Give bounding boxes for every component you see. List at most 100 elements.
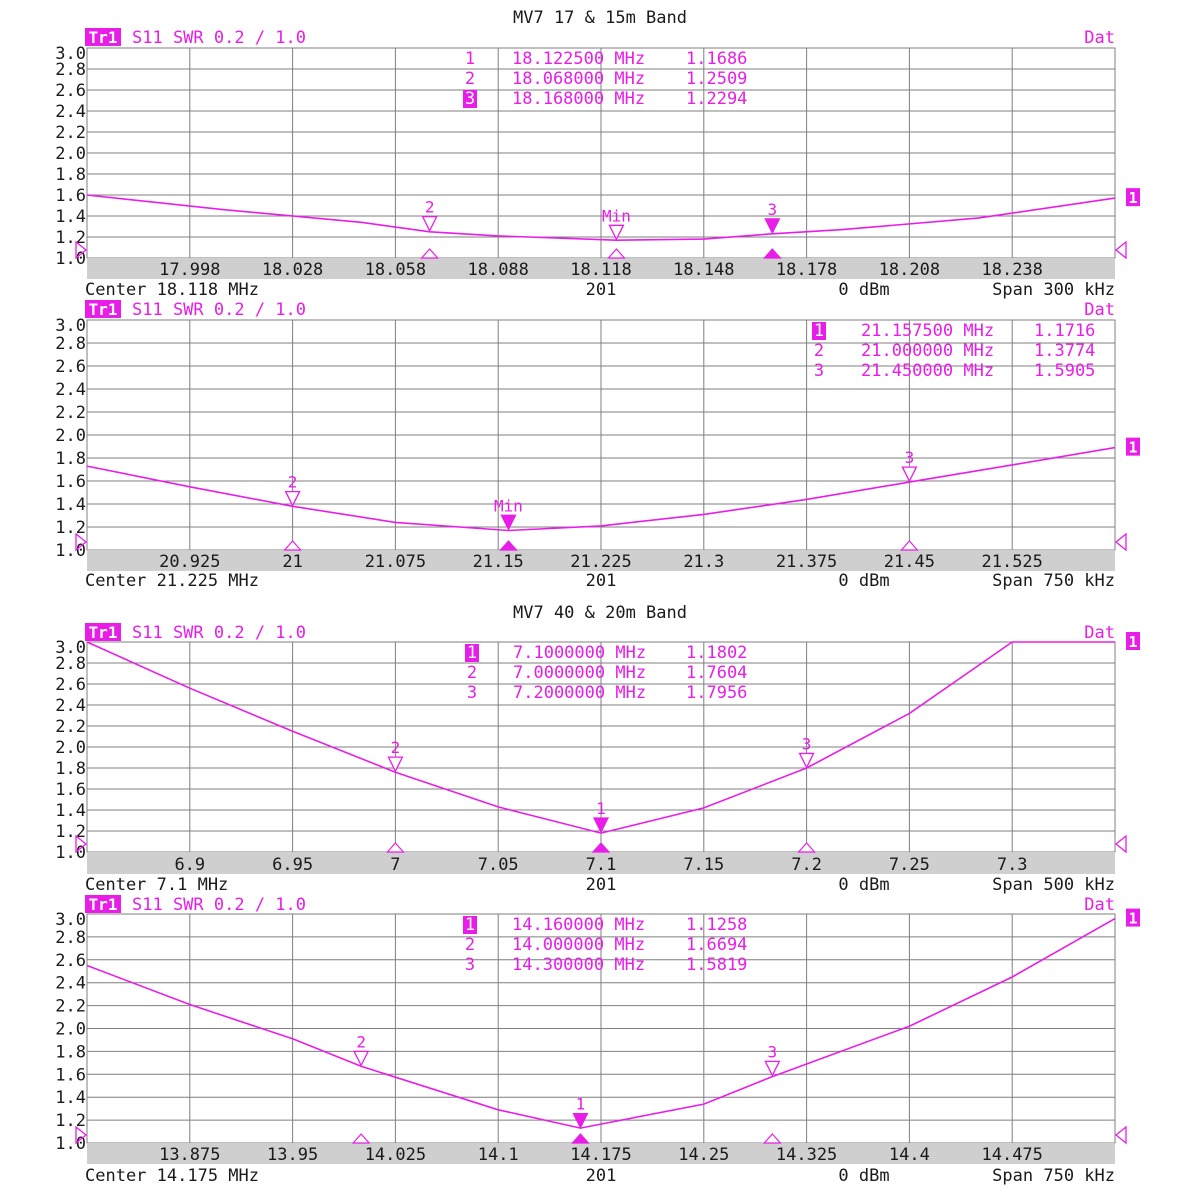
marker-table-frequency: 14.300000 MHz: [512, 955, 645, 975]
y-tick-label: 2.0: [55, 144, 86, 164]
x-axis-band: [87, 258, 1115, 279]
y-tick-label: 1.0: [55, 249, 86, 269]
y-tick-label: 2.0: [55, 1020, 86, 1040]
trace-label: Tr1: [89, 28, 118, 47]
marker-table-frequency: 21.157500 MHz: [861, 321, 994, 341]
marker-label: 1: [576, 1095, 586, 1114]
swr-panel: MV7 17 & 15m Band Tr1 S11 SWR 0.2 / 1.0 Dat…: [55, 8, 1140, 300]
ref-left-arrow: [75, 532, 88, 552]
marker-table-id: 1: [465, 915, 475, 935]
x-tick-label: 13.875: [159, 1145, 220, 1165]
marker-table-frequency: 14.000000 MHz: [512, 935, 645, 955]
footer-points: 201: [586, 280, 617, 300]
x-tick-label: 21.45: [884, 552, 935, 572]
x-axis-band: [87, 550, 1115, 571]
y-tick-label: 1.8: [55, 449, 86, 469]
marker-axis-triangle: [762, 248, 782, 259]
marker-label: 2: [288, 473, 298, 492]
y-tick-label: 2.6: [55, 951, 86, 971]
footer-center: Center 18.118 MHz: [85, 280, 259, 300]
ref-level-badge: [1126, 188, 1140, 207]
marker-table-swr: 1.7604: [686, 663, 747, 683]
footer-power: 0 dBm: [838, 875, 889, 895]
marker-label: 1: [596, 799, 606, 818]
y-tick-label: 1.0: [55, 1134, 86, 1154]
ref-level-badge: [1126, 632, 1140, 650]
y-tick-label: 3.0: [55, 316, 86, 336]
trace-badge: [85, 28, 121, 46]
x-tick-label: 18.238: [981, 260, 1042, 280]
x-tick-label: 14.25: [678, 1145, 729, 1165]
marker-triangle: [608, 224, 625, 241]
y-tick-label: 1.6: [55, 472, 86, 492]
ref-left-arrow: [75, 834, 88, 854]
marker-label: Min: [602, 206, 631, 225]
marker-table-id: 2: [465, 935, 475, 955]
ref-left-arrow: [75, 240, 88, 260]
y-tick-label: 2.8: [55, 60, 86, 80]
marker-axis-triangle: [351, 1133, 371, 1144]
trace-header: S11 SWR 0.2 / 1.0: [132, 895, 306, 915]
status-label: Dat: [1084, 28, 1115, 48]
trace-label: Tr1: [89, 623, 118, 642]
footer-span: Span 300 kHz: [992, 280, 1115, 300]
x-tick-label: 17.998: [159, 260, 220, 280]
y-tick-label: 1.2: [55, 518, 86, 538]
y-tick-label: 2.0: [55, 738, 86, 758]
status-label: Dat: [1084, 300, 1115, 320]
y-tick-label: 2.4: [55, 380, 86, 400]
x-tick-label: 21.15: [473, 552, 524, 572]
x-tick-label: 7.1: [586, 855, 617, 875]
y-tick-label: 1.0: [55, 541, 86, 561]
y-tick-label: 1.8: [55, 165, 86, 185]
marker-label: 3: [905, 448, 915, 467]
ref-level-badge: [1126, 437, 1140, 456]
x-tick-label: 14.1: [478, 1145, 519, 1165]
x-axis-band: [87, 1143, 1115, 1164]
marker-table-frequency: 7.0000000 MHz: [513, 663, 646, 683]
chart-title: MV7 17 & 15m Band: [513, 8, 687, 28]
footer-span: Span 750 kHz: [992, 1166, 1115, 1186]
x-tick-label: 7: [390, 855, 400, 875]
y-tick-label: 1.6: [55, 1065, 86, 1085]
x-tick-label: 21.375: [776, 552, 837, 572]
chart-title: MV7 40 & 20m Band: [513, 603, 687, 623]
status-label: Dat: [1084, 623, 1115, 643]
trace-header: S11 SWR 0.2 / 1.0: [132, 300, 306, 320]
marker-table-swr: 1.1716: [1034, 321, 1095, 341]
marker-table-id: 3: [814, 361, 824, 381]
marker-table-swr: 1.3774: [1034, 341, 1095, 361]
marker-table-frequency: 14.160000 MHz: [512, 915, 645, 935]
x-tick-label: 7.3: [997, 855, 1028, 875]
y-tick-label: 1.2: [55, 228, 86, 248]
marker-table-highlight: [812, 322, 826, 340]
status-label: Dat: [1084, 895, 1115, 915]
ref-right-arrow: [1114, 240, 1127, 260]
footer-span: Span 500 kHz: [992, 875, 1115, 895]
y-tick-label: 3.0: [55, 910, 86, 930]
x-tick-label: 18.088: [467, 260, 528, 280]
footer-center: Center 21.225 MHz: [85, 571, 259, 591]
x-tick-label: 14.325: [776, 1145, 837, 1165]
x-tick-label: 7.15: [683, 855, 724, 875]
ref-level-label: 1: [1128, 910, 1137, 928]
x-tick-label: 18.208: [879, 260, 940, 280]
marker-table-id: 3: [467, 683, 477, 703]
marker-triangle: [592, 817, 610, 834]
marker-table-frequency: 18.122500 MHz: [512, 49, 645, 69]
footer-power: 0 dBm: [838, 1166, 889, 1186]
x-tick-label: 18.148: [673, 260, 734, 280]
marker-triangle: [798, 752, 815, 769]
marker-axis-triangle: [591, 842, 611, 853]
x-tick-label: 21.3: [683, 552, 724, 572]
ref-level-label: 1: [1128, 439, 1137, 457]
marker-table-frequency: 7.2000000 MHz: [513, 683, 646, 703]
x-tick-label: 7.05: [478, 855, 519, 875]
x-axis-band: [87, 852, 1115, 874]
y-tick-label: 2.4: [55, 974, 86, 994]
y-tick-label: 1.6: [55, 186, 86, 206]
marker-axis-triangle: [386, 842, 405, 853]
marker-axis-triangle: [283, 540, 302, 551]
y-tick-label: 2.2: [55, 403, 86, 423]
